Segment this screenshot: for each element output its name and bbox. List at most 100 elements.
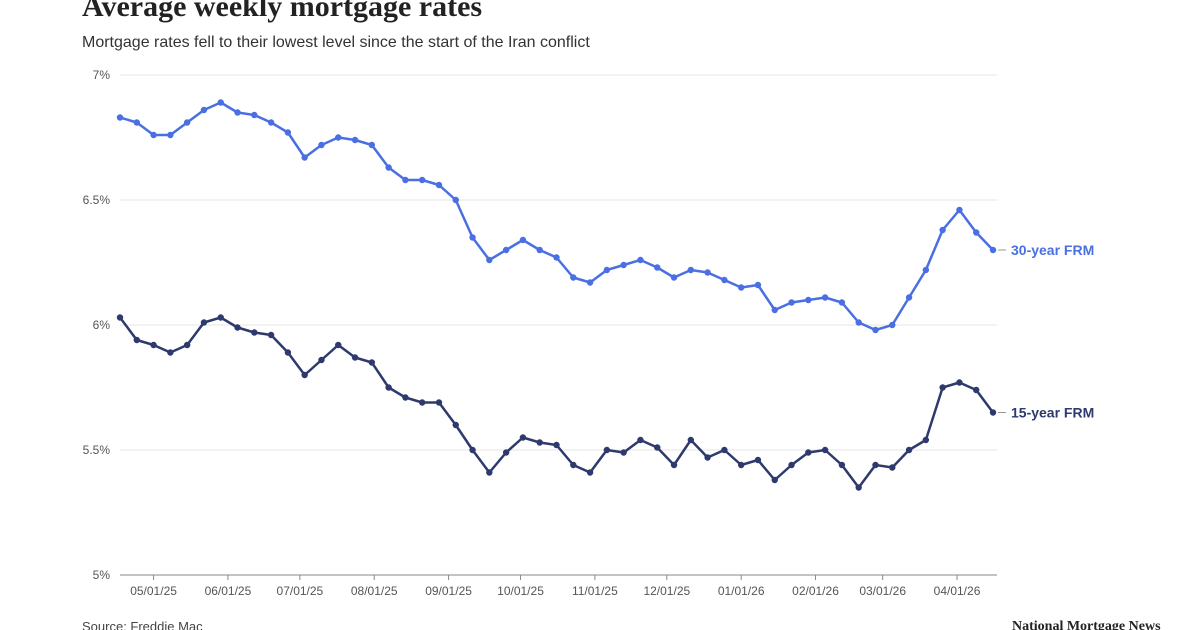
point — [939, 384, 946, 391]
point — [267, 119, 275, 126]
point — [721, 276, 728, 284]
x-tick-label: 06/01/25 — [205, 584, 252, 598]
point — [687, 266, 695, 274]
chart-title: Average weekly mortgage rates — [82, 0, 482, 23]
point — [452, 196, 459, 204]
point — [469, 446, 476, 454]
point — [922, 436, 930, 444]
point — [973, 229, 980, 236]
x-tick-label: 09/01/25 — [425, 584, 472, 598]
point — [704, 269, 711, 276]
point — [418, 176, 426, 184]
point — [402, 176, 409, 184]
point — [385, 164, 392, 171]
point — [603, 446, 611, 454]
point — [788, 299, 795, 306]
point — [788, 461, 795, 469]
x-tick-label: 02/01/26 — [792, 584, 839, 598]
point — [435, 399, 443, 406]
point — [519, 236, 527, 244]
x-tick-label: 12/01/25 — [643, 584, 690, 598]
point — [217, 314, 224, 321]
series-line — [118, 316, 995, 489]
x-tick-label: 07/01/25 — [277, 584, 324, 598]
point — [452, 421, 459, 429]
point — [133, 119, 140, 126]
point — [771, 306, 778, 314]
x-tick-label: 08/01/25 — [351, 584, 398, 598]
point — [855, 484, 862, 491]
point — [956, 206, 963, 214]
point — [872, 326, 879, 334]
y-tick-label: 7% — [93, 68, 111, 82]
point — [200, 106, 208, 114]
y-tick-label: 5% — [93, 568, 111, 582]
point — [670, 461, 678, 469]
point — [116, 314, 124, 321]
point — [570, 461, 577, 469]
point — [301, 154, 308, 161]
point — [922, 266, 930, 274]
point — [284, 349, 292, 356]
point — [335, 341, 342, 349]
point — [200, 319, 208, 326]
point — [267, 331, 275, 339]
point — [418, 399, 426, 406]
point — [973, 386, 980, 394]
point — [687, 436, 695, 444]
point — [368, 141, 376, 149]
y-tick-label: 6% — [93, 318, 111, 332]
point — [872, 461, 879, 469]
x-tick-label: 03/01/26 — [859, 584, 906, 598]
point — [486, 469, 493, 476]
point — [486, 256, 493, 264]
point — [586, 279, 594, 286]
point — [704, 454, 711, 461]
x-tick-label: 11/01/25 — [572, 584, 618, 598]
point — [502, 449, 510, 456]
point — [889, 464, 896, 471]
point — [183, 119, 191, 126]
point — [502, 246, 510, 254]
point — [855, 319, 862, 326]
point — [435, 181, 443, 189]
point — [620, 449, 627, 456]
point — [939, 226, 946, 234]
point — [519, 434, 527, 441]
point — [368, 359, 376, 366]
point — [654, 444, 661, 451]
series-label: 15-year FRM — [1011, 405, 1094, 421]
point — [989, 246, 997, 254]
point — [536, 246, 543, 254]
series-line — [119, 101, 994, 332]
source: Source: Freddie Mac — [82, 619, 203, 630]
point — [234, 109, 241, 116]
point — [301, 371, 308, 379]
point — [553, 254, 560, 261]
point — [620, 261, 627, 269]
x-tick-label: 10/01/25 — [497, 584, 544, 598]
point — [654, 264, 661, 271]
point — [536, 439, 543, 446]
point — [351, 354, 359, 361]
x-tick-label: 04/01/26 — [934, 584, 981, 598]
point — [805, 449, 812, 456]
chart-subtitle: Mortgage rates fell to their lowest leve… — [82, 34, 590, 51]
x-tick-label: 05/01/25 — [130, 584, 177, 598]
point — [737, 284, 745, 291]
point — [318, 356, 325, 364]
point — [838, 461, 846, 469]
point — [905, 446, 913, 454]
point — [335, 134, 342, 141]
point — [217, 99, 224, 106]
point — [469, 234, 476, 241]
point — [821, 446, 829, 454]
point — [889, 321, 896, 329]
point — [754, 456, 762, 464]
point — [956, 379, 963, 386]
point — [251, 111, 258, 119]
point — [167, 349, 174, 356]
point — [586, 469, 594, 476]
brand: National Mortgage News — [1012, 619, 1161, 630]
